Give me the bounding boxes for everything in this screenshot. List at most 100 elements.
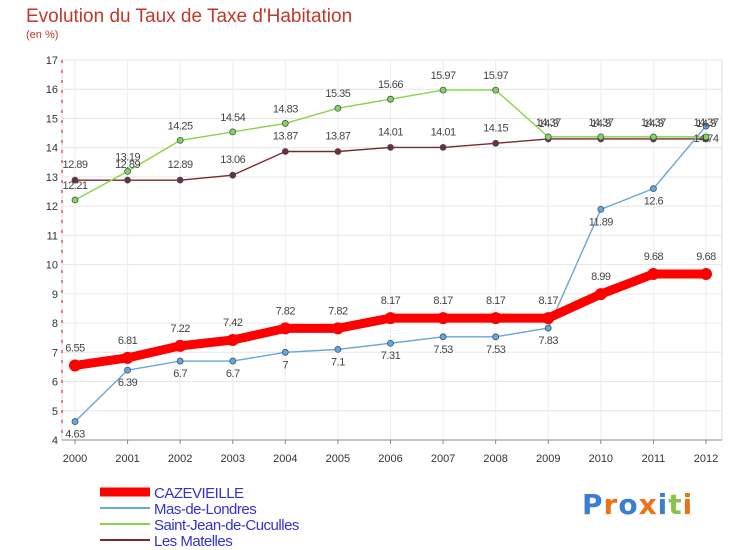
chart-subtitle: (en %) <box>26 29 59 41</box>
y-tick-label: 12 <box>46 201 58 213</box>
data-point-1 <box>334 345 342 353</box>
data-label-0: 8.17 <box>486 295 506 307</box>
data-point-0 <box>331 322 344 335</box>
data-point-1 <box>650 185 657 193</box>
data-label-3: 13.06 <box>220 154 245 166</box>
data-point-1 <box>597 205 605 213</box>
x-tick-label: 2012 <box>694 453 718 465</box>
data-point-3 <box>124 176 131 184</box>
data-point-0 <box>437 312 450 325</box>
data-label-0: 8.17 <box>539 295 559 307</box>
y-tick-label: 6 <box>52 377 58 389</box>
data-point-2 <box>492 86 500 94</box>
data-point-0 <box>384 312 397 325</box>
data-point-0 <box>489 312 502 325</box>
x-tick-label: 2001 <box>115 453 139 465</box>
chart-title: Evolution du Taux de Taxe d'Habitation <box>26 6 353 27</box>
y-tick-label: 10 <box>46 260 58 272</box>
data-label-3: 14.01 <box>431 126 456 138</box>
data-label-3: 14.3 <box>591 118 611 130</box>
data-label-1: 6.39 <box>118 377 138 389</box>
data-point-2 <box>71 196 79 204</box>
data-point-3 <box>439 143 447 151</box>
data-label-0: 7.22 <box>170 323 190 335</box>
y-tick-label: 13 <box>46 172 58 184</box>
data-point-0 <box>226 334 239 347</box>
legend-label: Mas-de-Londres <box>154 501 256 518</box>
legend-label: CAZEVIEILLE <box>154 485 244 502</box>
x-tick-label: 2006 <box>378 453 402 465</box>
data-label-1: 7.1 <box>331 356 345 368</box>
data-point-3 <box>229 171 237 179</box>
data-point-1 <box>439 333 447 341</box>
data-point-3 <box>281 148 289 155</box>
data-label-2: 14.25 <box>168 120 193 132</box>
data-label-3: 14.3 <box>539 118 559 130</box>
y-tick-label: 15 <box>46 113 58 125</box>
data-label-0: 6.55 <box>65 342 85 354</box>
data-label-1: 7.53 <box>486 344 506 356</box>
data-point-0 <box>542 312 555 325</box>
data-point-0 <box>594 288 607 301</box>
data-label-0: 8.17 <box>433 295 453 307</box>
data-point-2 <box>229 128 237 136</box>
data-label-2: 14.37 <box>693 117 718 129</box>
x-tick-label: 2011 <box>642 453 666 465</box>
data-label-2: 15.97 <box>483 70 508 82</box>
data-point-3 <box>492 139 500 147</box>
data-point-3 <box>176 176 184 184</box>
data-label-1: 11.89 <box>589 216 614 228</box>
data-point-2 <box>334 104 342 112</box>
y-tick-label: 7 <box>52 347 58 359</box>
data-label-1: 7 <box>283 359 289 371</box>
data-point-0 <box>174 339 187 352</box>
data-label-0: 9.68 <box>644 251 664 263</box>
data-label-2: 14.54 <box>220 112 245 124</box>
data-point-2 <box>702 133 710 141</box>
data-point-0 <box>121 351 134 364</box>
data-point-1 <box>229 357 237 365</box>
data-label-0: 8.99 <box>591 271 611 283</box>
data-point-0 <box>69 359 81 372</box>
data-point-2 <box>281 120 289 127</box>
data-label-3: 14.15 <box>483 122 508 134</box>
x-tick-label: 2010 <box>589 453 613 465</box>
data-label-2: 14.37 <box>641 117 666 129</box>
plot-area <box>61 59 723 441</box>
x-tick-label: 2009 <box>536 453 560 465</box>
data-point-3 <box>71 176 79 184</box>
data-point-1 <box>124 366 131 374</box>
y-tick-label: 9 <box>52 289 58 301</box>
y-tick-label: 17 <box>46 55 58 67</box>
data-point-2 <box>387 95 394 103</box>
data-label-1: 7.53 <box>433 344 453 356</box>
x-tick-label: 2004 <box>273 453 297 465</box>
data-label-3: 14.3 <box>696 118 716 130</box>
data-point-2 <box>439 86 447 94</box>
data-label-0: 8.17 <box>381 295 401 307</box>
data-point-2 <box>597 133 605 141</box>
data-label-2: 15.66 <box>378 79 403 91</box>
data-point-1 <box>492 333 500 341</box>
data-point-0 <box>647 267 660 280</box>
proxiti-logo: Proxiti <box>582 488 694 521</box>
data-label-2: 13.19 <box>115 151 140 163</box>
data-point-1 <box>281 348 289 356</box>
data-label-1: 12.6 <box>644 196 664 208</box>
data-label-0: 6.81 <box>118 335 138 347</box>
data-label-3: 14.01 <box>378 126 403 138</box>
data-label-2: 15.97 <box>431 70 456 82</box>
data-point-2 <box>650 133 657 141</box>
data-label-2: 12.21 <box>62 180 87 192</box>
legend-label: Saint-Jean-de-Cuculles <box>154 517 299 534</box>
data-label-0: 9.68 <box>696 251 716 263</box>
data-label-0: 7.82 <box>276 305 296 317</box>
y-tick-label: 8 <box>52 318 58 330</box>
data-point-0 <box>700 267 712 280</box>
x-tick-label: 2003 <box>221 453 245 465</box>
data-point-3 <box>334 148 342 155</box>
y-tick-label: 4 <box>52 435 58 447</box>
x-tick-label: 2005 <box>326 453 350 465</box>
data-label-2: 14.37 <box>536 117 561 129</box>
